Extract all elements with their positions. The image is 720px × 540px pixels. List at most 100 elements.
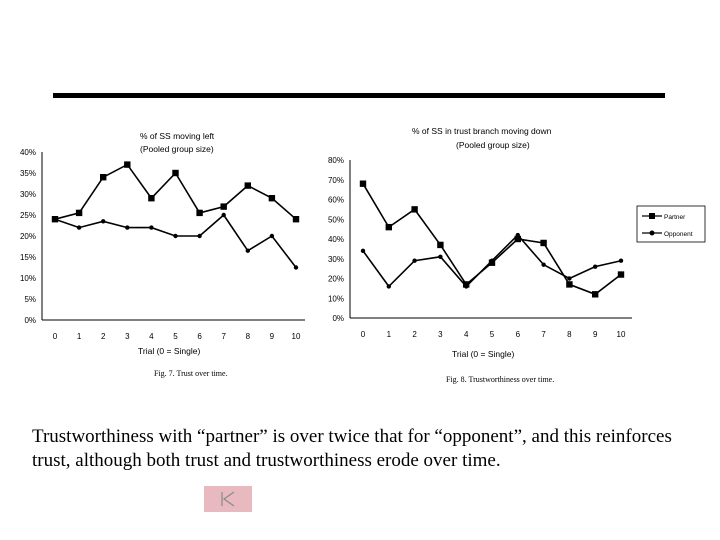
y-tick-label: 10%: [20, 274, 36, 283]
x-tick-label: 1: [387, 330, 392, 339]
chart-subtitle: (Pooled group size): [456, 140, 530, 150]
y-tick-label: 60%: [328, 196, 344, 205]
y-tick-label: 20%: [328, 275, 344, 284]
y-tick-label: 80%: [328, 156, 344, 165]
data-point-circle: [567, 276, 572, 281]
y-tick-label: 25%: [20, 211, 36, 220]
x-tick-label: 10: [292, 332, 301, 341]
x-tick-label: 5: [173, 332, 178, 341]
data-point-circle: [515, 232, 520, 238]
data-point-circle: [593, 264, 598, 269]
x-tick-label: 10: [617, 330, 626, 339]
data-point-circle: [245, 248, 250, 253]
data-point-circle: [173, 233, 178, 239]
x-tick-label: 8: [246, 332, 251, 341]
x-tick-label: 4: [149, 332, 154, 341]
legend: Partner Opponent: [636, 205, 706, 243]
x-tick-label: 3: [125, 332, 130, 341]
data-point-circle: [464, 284, 469, 289]
data-point-square: [172, 169, 179, 177]
x-tick-label: 8: [567, 330, 572, 339]
data-point-circle: [269, 233, 275, 239]
figure-caption: Fig. 7. Trust over time.: [154, 369, 228, 378]
legend-label-opponent: Opponent: [664, 231, 693, 238]
data-point-square: [385, 223, 392, 231]
data-point-square: [268, 195, 276, 202]
data-point-square: [566, 281, 573, 288]
x-tick-label: 9: [270, 332, 275, 341]
y-tick-label: 50%: [328, 215, 344, 224]
x-tick-label: 3: [438, 330, 443, 339]
data-point-square: [359, 180, 367, 187]
data-point-square: [437, 241, 444, 249]
data-point-square: [124, 161, 131, 168]
data-point-square: [220, 203, 227, 210]
y-tick-label: 40%: [20, 148, 36, 157]
data-point-circle: [541, 262, 546, 267]
legend-label-partner: Partner: [664, 214, 686, 221]
data-point-circle: [360, 248, 366, 254]
slide-caption: Trustworthiness with “partner” is over t…: [32, 426, 672, 471]
x-tick-label: 0: [361, 330, 366, 339]
x-axis-label: Trial (0 = Single): [138, 346, 200, 356]
data-point-circle: [101, 219, 106, 224]
x-axis-label: Trial (0 = Single): [452, 349, 514, 359]
trust-chart: % of SS moving left (Pooled group size) …: [20, 131, 305, 378]
x-tick-label: 0: [53, 332, 58, 341]
data-point-square: [292, 216, 300, 223]
x-tick-label: 6: [516, 330, 521, 339]
data-point-square: [244, 182, 251, 189]
legend-marker-opponent: [649, 230, 655, 236]
data-point-circle: [618, 258, 624, 263]
x-tick-label: 2: [412, 330, 417, 339]
y-tick-label: 70%: [328, 176, 344, 185]
data-point-square: [592, 291, 599, 298]
data-point-square: [411, 206, 418, 213]
chart-title: % of SS in trust branch moving down: [412, 126, 552, 136]
x-tick-label: 9: [593, 330, 598, 339]
x-tick-label: 5: [490, 330, 495, 339]
header-rule: [53, 93, 665, 98]
data-point-square: [75, 209, 83, 217]
data-point-square: [514, 235, 521, 243]
data-point-square: [196, 209, 203, 217]
data-point-square: [148, 195, 155, 202]
x-tick-label: 2: [101, 332, 106, 341]
data-point-circle: [52, 217, 58, 222]
y-tick-label: 5%: [24, 295, 36, 304]
data-point-circle: [197, 233, 202, 239]
figure-caption: Fig. 8. Trustworthiness over time.: [446, 375, 554, 384]
data-point-square: [100, 174, 107, 181]
x-tick-label: 6: [197, 332, 202, 341]
chart-title: % of SS moving left: [140, 131, 215, 141]
data-point-circle: [293, 265, 299, 270]
y-tick-label: 15%: [20, 253, 36, 262]
y-tick-label: 30%: [20, 190, 36, 199]
y-tick-label: 40%: [328, 235, 344, 244]
series-line: [362, 183, 622, 296]
data-point-circle: [149, 225, 154, 230]
x-tick-label: 1: [77, 332, 82, 341]
back-to-start-icon: [221, 491, 235, 507]
y-tick-label: 10%: [328, 294, 344, 303]
chart-subtitle: (Pooled group size): [140, 144, 214, 154]
trustworthiness-chart: % of SS in trust branch moving down (Poo…: [328, 126, 706, 384]
y-tick-label: 20%: [20, 232, 36, 241]
legend-box: [636, 205, 706, 243]
y-tick-label: 0%: [332, 314, 344, 323]
data-point-circle: [438, 254, 443, 259]
y-tick-label: 30%: [328, 255, 344, 264]
data-point-circle: [221, 212, 226, 218]
data-point-square: [540, 239, 547, 247]
x-tick-label: 4: [464, 330, 469, 339]
y-tick-label: 35%: [20, 169, 36, 178]
back-to-start-button[interactable]: [204, 486, 252, 512]
data-point-circle: [125, 225, 130, 230]
x-tick-label: 7: [541, 330, 546, 339]
data-point-circle: [386, 284, 391, 289]
x-tick-label: 7: [221, 332, 226, 341]
data-point-square: [617, 271, 625, 278]
data-point-circle: [76, 225, 82, 230]
data-point-circle: [489, 258, 495, 263]
data-point-circle: [412, 258, 417, 263]
